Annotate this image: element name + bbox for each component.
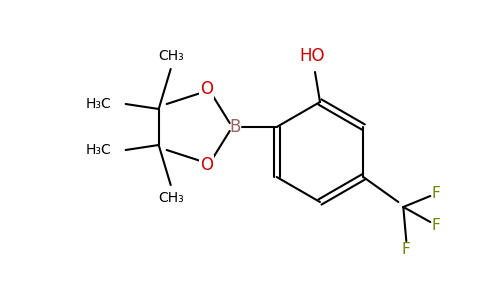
Text: F: F (432, 185, 440, 200)
Text: CH₃: CH₃ (158, 191, 183, 205)
Text: F: F (402, 242, 411, 256)
Text: O: O (200, 156, 213, 174)
Text: CH₃: CH₃ (158, 49, 183, 63)
Text: H₃C: H₃C (86, 97, 112, 111)
Text: F: F (432, 218, 440, 232)
Text: H₃C: H₃C (86, 143, 112, 157)
Text: HO: HO (299, 47, 325, 65)
Text: O: O (200, 80, 213, 98)
Text: B: B (229, 118, 241, 136)
